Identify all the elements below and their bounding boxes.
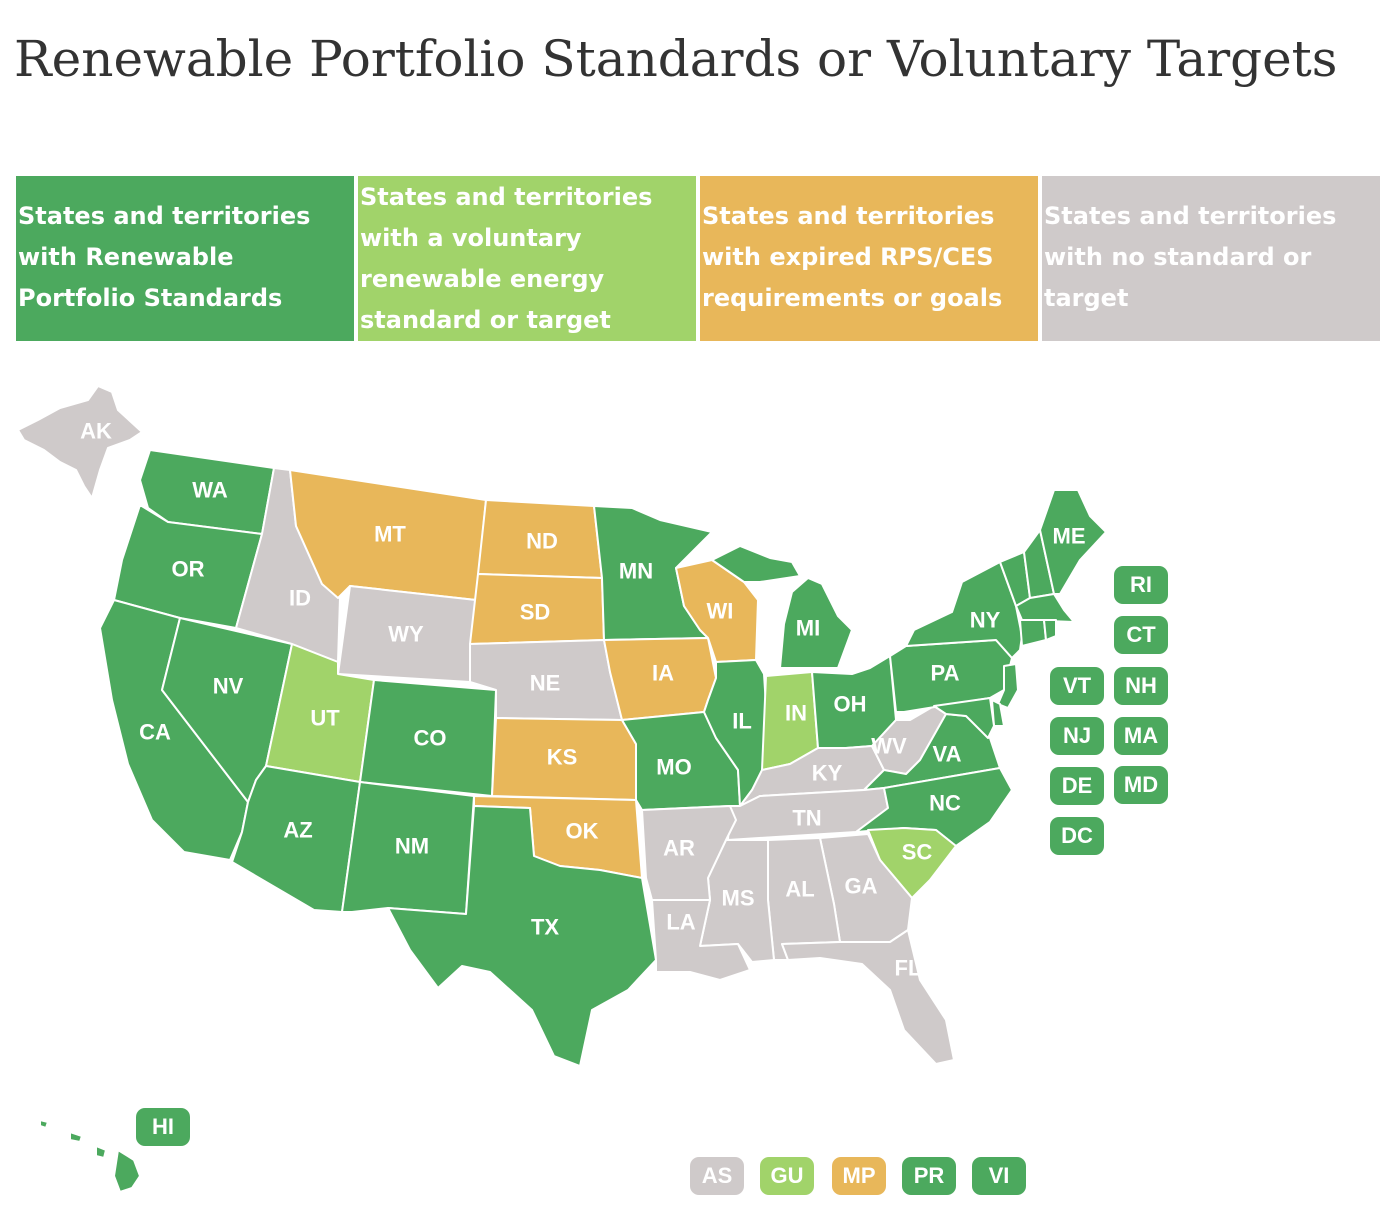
label-mn: MN [619, 559, 653, 584]
us-map: AK WA OR CA NV ID MT WY UT AZ CO NM ND S… [0, 370, 1396, 1218]
label-ne: NE [530, 671, 561, 696]
state-hi-island[interactable] [69, 1131, 83, 1143]
state-va[interactable] [863, 713, 1001, 791]
state-md[interactable] [933, 697, 995, 739]
label-nd: ND [526, 529, 558, 554]
label-or: OR [172, 557, 205, 582]
label-ak: AK [80, 419, 112, 444]
badge-as[interactable]: AS [690, 1157, 744, 1195]
badge-pr[interactable]: PR [902, 1157, 956, 1195]
label-mi: MI [796, 616, 820, 641]
label-ms: MS [722, 886, 755, 911]
label-nc: NC [929, 791, 961, 816]
badge-md[interactable]: MD [1114, 766, 1168, 804]
state-hi[interactable] [113, 1149, 141, 1193]
label-ia: IA [652, 661, 674, 686]
badge-ri[interactable]: RI [1114, 566, 1168, 604]
state-me[interactable] [1039, 489, 1107, 595]
label-mt: MT [374, 522, 406, 547]
badge-mp[interactable]: MP [832, 1157, 886, 1195]
label-sd: SD [520, 600, 551, 625]
state-fl[interactable] [781, 929, 955, 1065]
label-ca: CA [139, 720, 171, 745]
state-or[interactable] [113, 504, 263, 629]
state-la[interactable] [651, 899, 751, 981]
label-pa: PA [931, 661, 960, 686]
state-mi[interactable] [779, 577, 853, 669]
legend-rps: States and territories with Renewable Po… [16, 176, 354, 341]
label-tx: TX [531, 915, 559, 940]
label-wi: WI [707, 599, 734, 624]
label-ut: UT [310, 706, 340, 731]
label-id: ID [289, 586, 311, 611]
state-ak[interactable] [17, 385, 143, 499]
legend: States and territories with Renewable Po… [16, 176, 1380, 341]
label-co: CO [414, 726, 447, 751]
state-mi-upper[interactable] [711, 545, 801, 583]
label-ga: GA [845, 874, 878, 899]
state-nj[interactable] [997, 663, 1019, 709]
label-va: VA [933, 742, 962, 767]
label-mo: MO [656, 755, 691, 780]
legend-voluntary: States and territories with a voluntary … [358, 176, 696, 341]
state-hi-island[interactable] [39, 1119, 49, 1129]
legend-expired: States and territories with expired RPS/… [700, 176, 1038, 341]
state-labels: AK WA OR CA NV ID MT WY UT AZ CO NM ND S… [80, 419, 1085, 981]
badge-ct[interactable]: CT [1114, 616, 1168, 654]
label-nv: NV [213, 674, 244, 699]
label-fl: FL [895, 956, 922, 981]
label-nm: NM [395, 834, 429, 859]
state-ar[interactable] [641, 805, 737, 901]
badge-ma[interactable]: MA [1114, 717, 1168, 755]
state-il[interactable] [703, 659, 771, 807]
label-il: IL [732, 709, 752, 734]
label-wv: WV [871, 734, 907, 759]
label-me: ME [1053, 524, 1086, 549]
badge-hi[interactable]: HI [136, 1108, 190, 1146]
label-sc: SC [902, 840, 933, 865]
state-ct[interactable] [1019, 619, 1047, 647]
state-tx[interactable] [387, 805, 657, 1067]
label-al: AL [785, 877, 814, 902]
badge-de[interactable]: DE [1050, 767, 1104, 805]
label-in: IN [785, 701, 807, 726]
badge-vi[interactable]: VI [972, 1157, 1026, 1195]
label-wy: WY [388, 622, 424, 647]
label-oh: OH [834, 692, 867, 717]
label-ar: AR [663, 836, 695, 861]
badge-vt[interactable]: VT [1050, 667, 1104, 705]
state-hi-island[interactable] [95, 1145, 107, 1159]
label-la: LA [666, 910, 695, 935]
label-ok: OK [566, 819, 599, 844]
badge-nh[interactable]: NH [1114, 667, 1168, 705]
map-svg: AK WA OR CA NV ID MT WY UT AZ CO NM ND S… [17, 385, 1107, 1193]
badge-nj[interactable]: NJ [1050, 717, 1104, 755]
label-ky: KY [812, 761, 843, 786]
state-ri[interactable] [1043, 619, 1057, 641]
legend-none: States and territories with no standard … [1042, 176, 1380, 341]
page-title: Renewable Portfolio Standards or Volunta… [14, 30, 1338, 88]
label-az: AZ [283, 818, 312, 843]
badge-dc[interactable]: DC [1050, 817, 1104, 855]
label-tn: TN [792, 806, 821, 831]
label-wa: WA [192, 478, 228, 503]
badge-gu[interactable]: GU [760, 1157, 814, 1195]
label-ny: NY [970, 608, 1001, 633]
label-ks: KS [547, 745, 578, 770]
